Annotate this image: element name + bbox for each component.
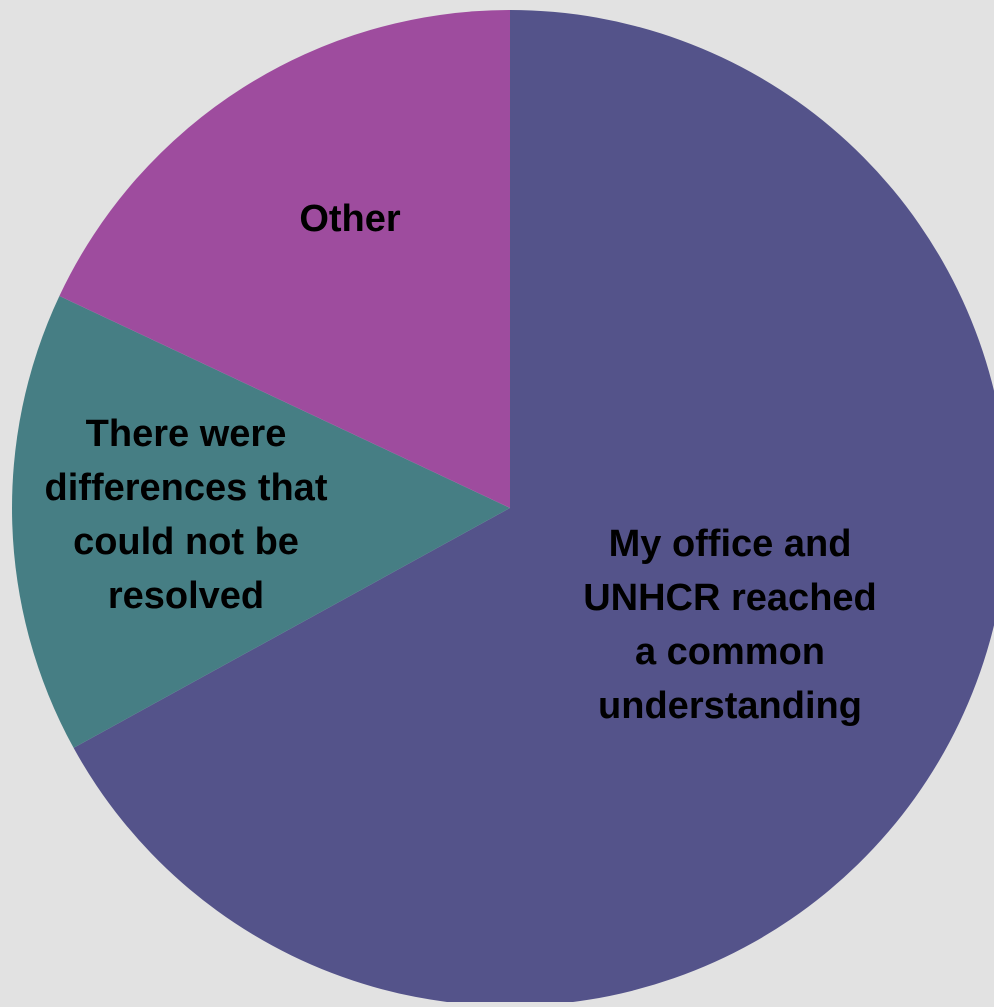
pie-label-differences-unresolved: There were differences that could not be re… bbox=[45, 413, 328, 617]
pie-slice-common-understanding bbox=[73, 10, 994, 1006]
pie-label-line: understanding bbox=[598, 685, 862, 727]
pie-label-line: UNHCR reached bbox=[583, 577, 877, 619]
pie-label-common-understanding: My office and UNHCR reached a common unders… bbox=[583, 523, 877, 727]
pie-label-line: a common bbox=[635, 631, 825, 673]
slices-layer bbox=[12, 10, 994, 1006]
pie-slice-differences-unresolved bbox=[12, 295, 510, 748]
pie-label-line: Other bbox=[299, 198, 401, 240]
pie-label-line: There were bbox=[86, 413, 287, 455]
pie-slice-other bbox=[59, 10, 511, 508]
pie-label-line: My office and bbox=[609, 523, 852, 565]
labels-layer: My office and UNHCR reached a common unders… bbox=[45, 198, 877, 727]
pie-label-other: Other bbox=[299, 198, 401, 240]
pie-label-line: resolved bbox=[108, 575, 264, 617]
pie-label-line: could not be bbox=[73, 521, 299, 563]
pie-label-line: differences that bbox=[45, 467, 328, 509]
